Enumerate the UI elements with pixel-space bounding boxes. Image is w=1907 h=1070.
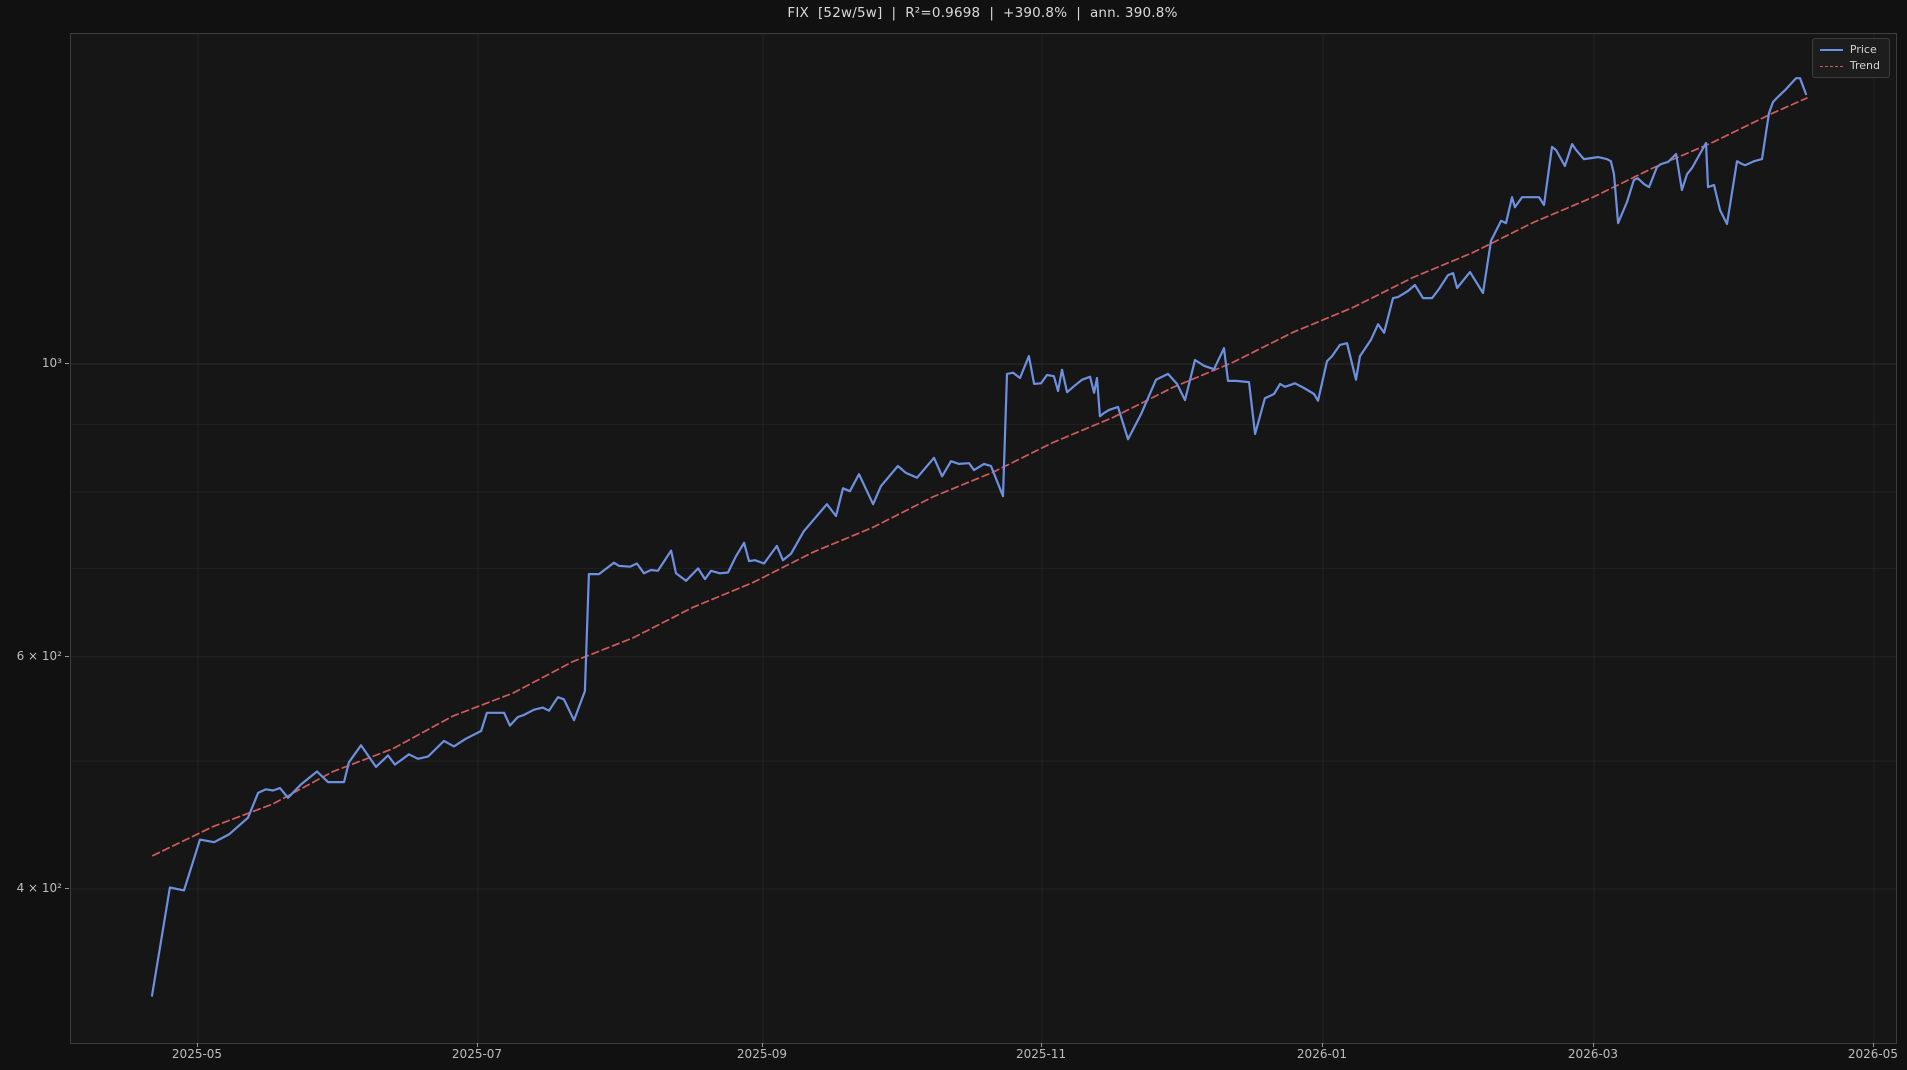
y-tick-label: 4 × 10²	[16, 881, 62, 895]
chart-canvas	[71, 34, 1896, 1043]
x-tick-mark	[477, 1043, 478, 1047]
x-tick-label: 2025-09	[736, 1047, 788, 1061]
x-tick-label: 2026-03	[1567, 1047, 1619, 1061]
legend-label-trend: Trend	[1849, 59, 1880, 72]
x-tick-mark	[1872, 1043, 1874, 1047]
chart-title: FIX [52w/5w] | R²=0.9698 | +390.8% | ann…	[787, 5, 1178, 21]
y-tick-mark	[65, 655, 69, 657]
x-tick-label: 2026-05	[1847, 1047, 1898, 1061]
y-tick-mark	[65, 363, 69, 364]
x-tick-label: 2025-11	[1016, 1047, 1067, 1061]
plot-area	[70, 33, 1897, 1044]
trend-line-sample	[1819, 65, 1843, 67]
x-tick-label: 2025-05	[171, 1047, 223, 1061]
x-tick-mark	[1322, 1043, 1323, 1047]
y-tick-label: 10³	[41, 356, 62, 370]
x-tick-label: 2026-01	[1296, 1047, 1348, 1061]
legend: Price Trend	[1811, 38, 1890, 78]
x-tick-mark	[1041, 1043, 1043, 1047]
legend-item-price: Price	[1819, 43, 1880, 56]
y-tick-label: 6 × 10²	[16, 648, 62, 663]
legend-item-trend: Trend	[1819, 59, 1880, 72]
x-tick-mark	[1593, 1043, 1594, 1047]
y-tick-mark	[65, 888, 69, 889]
x-tick-mark	[762, 1043, 763, 1047]
x-tick-mark	[197, 1043, 198, 1047]
x-tick-label: 2025-07	[451, 1047, 503, 1061]
price-line-sample	[1819, 49, 1843, 51]
legend-label-price: Price	[1849, 43, 1877, 56]
